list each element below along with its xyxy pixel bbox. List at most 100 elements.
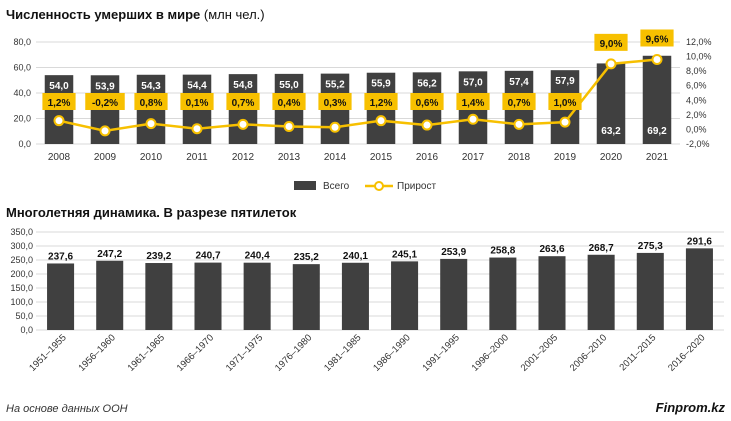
chart1-x-tick: 2011	[186, 152, 208, 163]
chart2-bar-value-label: 291,6	[687, 236, 712, 247]
chart2-x-tick: 2011–2015	[617, 332, 658, 373]
chart2-x-tick: 1966–1970	[175, 332, 216, 373]
chart2-x-tick: 2016–2020	[666, 332, 707, 373]
chart1-x-tick: 2009	[94, 152, 117, 163]
chart2-bar	[243, 262, 271, 330]
chart2-bar	[341, 262, 369, 330]
chart2-bar	[587, 254, 615, 330]
chart2-bar-value-label: 258,8	[490, 246, 515, 257]
chart2-x-tick: 1951–1955	[27, 332, 68, 373]
chart2-bar-value-label: 240,4	[245, 251, 270, 262]
chart2-y-tick: 300,0	[10, 241, 33, 251]
chart1-growth-label: 1,2%	[48, 98, 71, 109]
chart1-growth-label: 1,4%	[462, 98, 485, 109]
chart1-y-tick: 80,0	[13, 37, 31, 47]
chart1-x-tick: 2018	[508, 152, 531, 163]
brand-logo: Finprom.kz	[655, 400, 725, 415]
chart1-growth-label: 0,4%	[278, 98, 301, 109]
chart2-x-tick: 1971–1975	[224, 332, 265, 373]
chart1-bar-value-label: 57,0	[463, 77, 483, 88]
chart1-y2-tick: -2,0%	[686, 139, 710, 149]
chart1-bar-value-label: 63,2	[601, 126, 621, 137]
chart2-bar-value-label: 237,6	[48, 251, 73, 262]
chart1-growth-label: 9,0%	[600, 39, 623, 50]
chart1-bar	[642, 55, 672, 144]
chart2-y-tick: 200,0	[10, 269, 33, 279]
chart1-y2-tick: 4,0%	[686, 95, 707, 105]
chart2-bar	[145, 263, 173, 330]
chart1-x-tick: 2014	[324, 152, 347, 163]
chart1-growth-label: 0,7%	[508, 98, 531, 109]
chart2-x-tick: 1996–2000	[470, 332, 511, 373]
chart1-x-tick: 2017	[462, 152, 485, 163]
chart1-growth-label-box	[594, 33, 628, 51]
chart1-x-tick: 2010	[140, 152, 163, 163]
chart1-growth-label: 0,3%	[324, 98, 347, 109]
chart1-title-unit: (млн чел.)	[203, 7, 265, 22]
chart1-growth-label-box	[456, 93, 490, 110]
chart1-growth-label: 9,6%	[646, 34, 669, 45]
chart1-growth-label-box	[42, 93, 76, 110]
chart2-bar	[440, 258, 468, 330]
chart1-x-tick: 2015	[370, 152, 393, 163]
chart2-y-tick: 50,0	[15, 311, 33, 321]
chart2-bar-value-label: 235,2	[294, 252, 319, 263]
chart1-legend-total: Всего	[323, 181, 350, 192]
chart2-bar	[636, 252, 664, 330]
chart1-legend-growth: Прирост	[397, 181, 436, 192]
chart1-bar-value-label: 57,9	[555, 76, 575, 87]
chart1-y2-tick: 8,0%	[686, 66, 707, 76]
chart1-y2-tick: 0,0%	[686, 124, 707, 134]
chart1-growth-label-box	[318, 93, 352, 110]
chart1-x-tick: 2012	[232, 152, 255, 163]
chart2-x-tick: 2001–2005	[519, 332, 560, 373]
chart2-bar	[685, 248, 713, 330]
chart1-growth-point	[513, 118, 525, 130]
chart2-bar-value-label: 247,2	[97, 249, 122, 260]
chart1-bar-value-label: 55,0	[279, 80, 299, 91]
chart1-bar-value-label: 54,3	[141, 81, 161, 92]
chart1-bar-value-label: 56,2	[417, 78, 437, 89]
chart1-growth-point	[283, 121, 295, 133]
chart1-growth-label: -0,2%	[92, 98, 118, 109]
chart1-growth-point	[329, 121, 341, 133]
chart2-bar	[538, 256, 566, 330]
chart2-x-tick: 1976–1980	[273, 332, 314, 373]
chart1-growth-point	[53, 115, 65, 127]
chart2-bar	[292, 264, 320, 330]
chart1-x-tick: 2016	[416, 152, 439, 163]
chart2-bar	[47, 263, 75, 330]
chart1-growth-label: 0,6%	[416, 98, 439, 109]
chart1-growth-point	[467, 113, 479, 125]
chart1-y2-tick: 12,0%	[686, 37, 712, 47]
chart1-growth-point	[237, 118, 249, 130]
chart1-growth-point	[559, 116, 571, 128]
chart1-x-tick: 2013	[278, 152, 301, 163]
chart1-y2-tick: 10,0%	[686, 52, 712, 62]
chart1-growth-label-box	[226, 93, 260, 110]
chart1-y-tick: 40,0	[13, 88, 31, 98]
chart1-growth-label: 0,1%	[186, 98, 209, 109]
chart2-x-tick: 2006–2010	[568, 332, 609, 373]
chart1-growth-label: 1,0%	[554, 98, 577, 109]
chart2-bar	[194, 262, 222, 330]
chart1-growth-label-box	[134, 93, 168, 110]
chart1-legend-marker-growth	[374, 181, 384, 191]
chart1-bar-value-label: 54,8	[233, 80, 253, 91]
chart1-growth-label-box	[548, 93, 582, 110]
chart1-legend-swatch-total	[294, 181, 316, 190]
chart2-bar	[489, 257, 517, 330]
chart2-y-tick: 150,0	[10, 283, 33, 293]
chart2-y-tick: 350,0	[10, 227, 33, 237]
chart1-y-tick: 60,0	[13, 63, 31, 73]
chart1-growth-label-box	[502, 93, 536, 110]
chart2-bar-value-label: 268,7	[589, 243, 614, 254]
chart1-growth-label-box	[640, 29, 674, 47]
chart1-growth-point	[191, 123, 203, 135]
chart1-growth-point	[605, 58, 617, 70]
chart1-y2-tick: 6,0%	[686, 81, 707, 91]
chart1-bar-value-label: 54,4	[187, 81, 207, 92]
chart1-y2-tick: 2,0%	[686, 110, 707, 120]
chart2-x-tick: 1956–1960	[76, 332, 117, 373]
chart2-y-tick: 0,0	[20, 325, 33, 335]
